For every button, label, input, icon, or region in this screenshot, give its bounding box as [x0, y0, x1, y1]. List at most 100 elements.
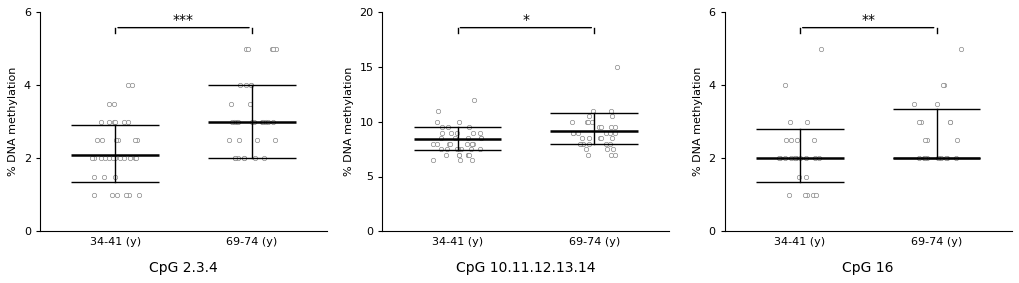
Y-axis label: % DNA methylation: % DNA methylation — [8, 67, 18, 177]
Point — [786, 156, 802, 160]
Point — [118, 192, 135, 197]
Point — [86, 156, 102, 160]
Point — [916, 156, 932, 160]
Point — [787, 156, 803, 160]
Point — [575, 142, 591, 146]
Point — [116, 156, 132, 160]
Point — [464, 158, 480, 162]
Point — [122, 156, 139, 160]
Point — [460, 152, 476, 157]
Point — [128, 156, 145, 160]
Point — [230, 156, 247, 160]
Point — [105, 156, 121, 160]
Point — [590, 125, 606, 130]
Point — [602, 125, 619, 130]
Point — [450, 119, 467, 124]
Point — [937, 156, 954, 160]
Point — [101, 156, 117, 160]
Point — [106, 101, 122, 106]
X-axis label: CpG 2.3.4: CpG 2.3.4 — [149, 261, 218, 275]
Point — [574, 136, 590, 140]
Point — [93, 119, 109, 124]
Point — [798, 174, 814, 179]
Point — [226, 156, 243, 160]
Point — [932, 156, 949, 160]
Point — [591, 136, 607, 140]
Point — [790, 174, 806, 179]
Point — [100, 101, 116, 106]
Point — [771, 156, 788, 160]
Point — [446, 136, 463, 140]
Point — [84, 156, 100, 160]
Point — [264, 46, 280, 51]
Point — [905, 101, 921, 106]
Point — [112, 156, 128, 160]
Point — [433, 130, 449, 135]
Point — [463, 142, 479, 146]
Point — [562, 119, 579, 124]
Point — [425, 158, 441, 162]
Point — [601, 130, 618, 135]
Point — [602, 109, 619, 113]
Point — [449, 147, 466, 151]
Point — [777, 138, 794, 142]
Point — [464, 142, 480, 146]
Point — [104, 192, 120, 197]
Point — [606, 130, 623, 135]
Point — [472, 147, 488, 151]
Point — [465, 142, 481, 146]
Point — [797, 192, 813, 197]
Point — [935, 83, 952, 87]
Point — [607, 65, 624, 69]
Point — [108, 138, 124, 142]
Point — [929, 156, 946, 160]
Point — [93, 156, 109, 160]
Point — [915, 156, 931, 160]
Point — [570, 130, 586, 135]
Point — [243, 83, 259, 87]
Point — [805, 138, 821, 142]
Point — [247, 156, 263, 160]
Point — [797, 156, 813, 160]
Point — [473, 136, 489, 140]
Point — [592, 125, 608, 130]
Point — [268, 46, 284, 51]
Point — [461, 125, 477, 130]
Point — [580, 142, 596, 146]
Point — [115, 119, 131, 124]
Point — [461, 152, 477, 157]
Point — [448, 147, 465, 151]
Point — [597, 142, 613, 146]
Point — [798, 119, 814, 124]
Point — [86, 174, 102, 179]
Point — [428, 142, 444, 146]
Point — [429, 119, 445, 124]
Point — [910, 156, 926, 160]
Point — [244, 119, 260, 124]
Point — [130, 192, 147, 197]
Point — [782, 119, 798, 124]
Point — [127, 156, 144, 160]
Point — [96, 174, 112, 179]
Point — [433, 147, 449, 151]
Point — [948, 138, 964, 142]
Point — [606, 152, 623, 157]
Point — [804, 192, 820, 197]
Point — [770, 156, 787, 160]
Point — [255, 119, 271, 124]
Point — [106, 119, 122, 124]
Point — [581, 136, 597, 140]
Point — [237, 46, 254, 51]
Point — [235, 156, 252, 160]
X-axis label: CpG 10.11.12.13.14: CpG 10.11.12.13.14 — [455, 261, 595, 275]
Point — [87, 192, 103, 197]
Point — [791, 156, 807, 160]
Point — [443, 130, 460, 135]
Point — [429, 109, 445, 113]
Point — [578, 147, 594, 151]
Point — [580, 152, 596, 157]
Point — [227, 156, 244, 160]
Point — [120, 83, 137, 87]
Point — [463, 147, 479, 151]
Point — [450, 152, 467, 157]
